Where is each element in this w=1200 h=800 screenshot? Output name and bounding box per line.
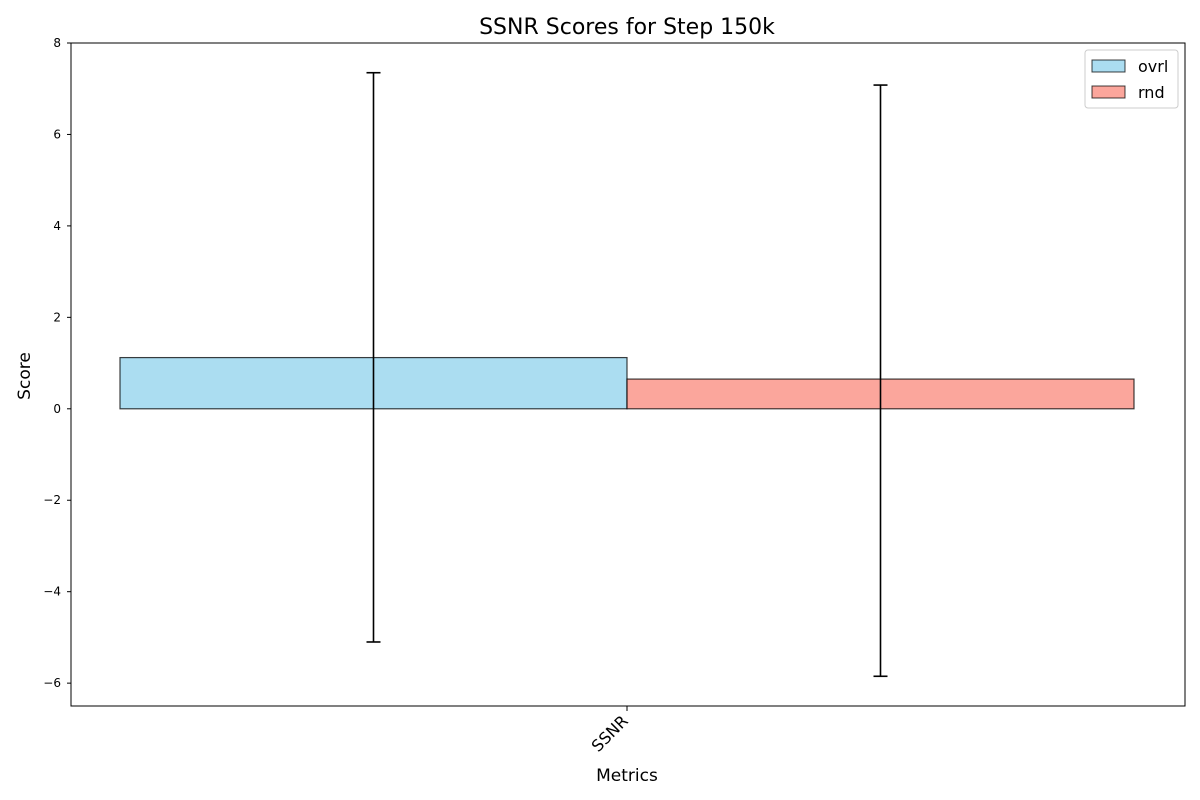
y-tick-label: −6 (43, 676, 61, 690)
chart-title: SSNR Scores for Step 150k (479, 15, 775, 40)
y-tick-label: 8 (53, 36, 61, 50)
y-tick-label: 4 (53, 219, 61, 233)
axes-frame (70, 42, 1186, 707)
x-tick-label: SSNR (588, 711, 632, 755)
y-tick-label: −2 (43, 493, 61, 507)
y-tick-label: 6 (53, 127, 61, 141)
legend-swatch-ovrl (1091, 59, 1126, 73)
y-tick-label: 2 (53, 310, 61, 324)
y-tick-label: −4 (43, 585, 61, 599)
legend: ovrl rnd (1084, 49, 1179, 109)
legend-swatch-rnd (1091, 85, 1126, 99)
y-axis-label: Score (15, 352, 35, 400)
plot-area: −6 −4 −2 0 2 4 6 8 SSNR (43, 36, 1186, 756)
x-axis-label: Metrics (596, 766, 658, 786)
legend-label-ovrl: ovrl (1138, 57, 1168, 76)
legend-label-rnd: rnd (1138, 83, 1165, 102)
y-tick-label: 0 (53, 402, 61, 416)
